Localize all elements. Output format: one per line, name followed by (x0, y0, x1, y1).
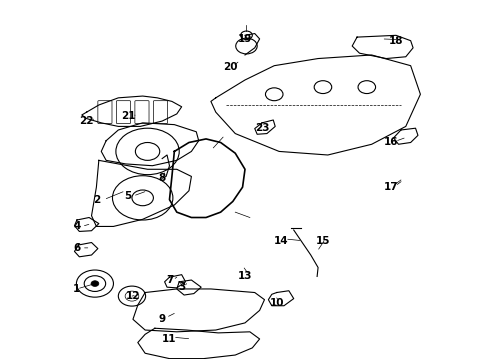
Circle shape (91, 281, 99, 287)
Text: 8: 8 (159, 173, 166, 183)
Text: 17: 17 (384, 182, 398, 192)
Text: 22: 22 (79, 116, 94, 126)
Text: 11: 11 (162, 334, 177, 344)
Text: 12: 12 (126, 291, 140, 301)
Text: 4: 4 (73, 221, 80, 231)
Text: 2: 2 (93, 195, 100, 204)
Text: 5: 5 (124, 191, 132, 201)
Text: 6: 6 (74, 243, 80, 253)
Text: 1: 1 (74, 284, 80, 294)
Text: 14: 14 (274, 236, 289, 246)
Text: 9: 9 (159, 314, 166, 324)
Text: 21: 21 (121, 111, 135, 121)
Text: 19: 19 (238, 34, 252, 44)
Text: 18: 18 (389, 36, 403, 46)
Text: 7: 7 (166, 275, 173, 285)
Text: 10: 10 (270, 298, 284, 308)
Text: 3: 3 (178, 282, 185, 292)
Text: 16: 16 (384, 138, 398, 148)
Text: 15: 15 (316, 236, 330, 246)
Text: 23: 23 (255, 123, 270, 133)
Text: 13: 13 (238, 271, 252, 282)
Text: 20: 20 (223, 63, 238, 72)
